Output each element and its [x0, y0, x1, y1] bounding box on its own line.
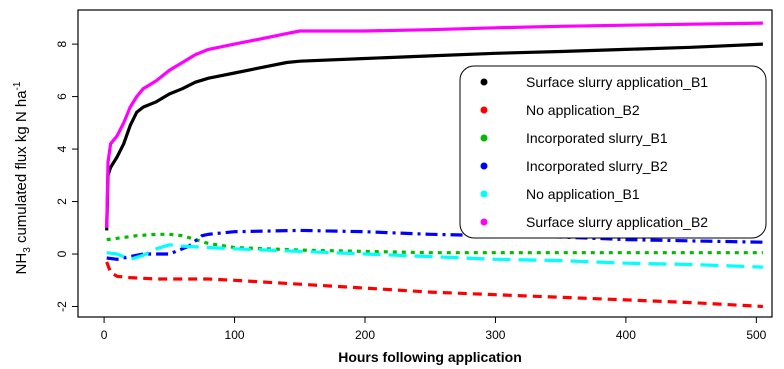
- x-axis: 0 100 200 300 400 500: [101, 317, 767, 342]
- legend-label-3: Incorporated slurry_B1: [526, 130, 668, 146]
- plot-frame-layer: [77, 9, 773, 318]
- y-tick-label: 2: [55, 198, 69, 205]
- y-axis-title-pre: NH: [13, 253, 30, 275]
- legend-label-6: Surface slurry application_B2: [526, 214, 708, 230]
- legend-marker-3: [480, 134, 488, 142]
- y-axis-title-mid: cumulated flux kg N ha: [13, 90, 30, 247]
- series-line-5: [106, 243, 763, 269]
- x-tick-label: 0: [101, 328, 108, 342]
- legend-marker-1: [480, 78, 488, 86]
- x-tick-label: 500: [746, 328, 766, 342]
- x-tick-label: 300: [485, 328, 505, 342]
- y-axis-title: NH3 cumulated flux kg N ha-1: [12, 81, 33, 274]
- y-tick-label: 6: [55, 93, 69, 100]
- legend-marker-6: [480, 218, 488, 226]
- x-tick-label: 400: [616, 328, 636, 342]
- legend-marker-4: [480, 162, 488, 170]
- series-layer: [105, 21, 763, 309]
- legend-label-1: Surface slurry application_B1: [526, 74, 708, 90]
- y-axis: -2 0 2 4 6 8: [55, 40, 78, 312]
- x-axis-title: Hours following application: [338, 349, 522, 365]
- legend-label-2: No application_B2: [526, 102, 640, 118]
- y-axis-title-sup: -1: [12, 81, 23, 90]
- legend-label-5: No application_B1: [526, 186, 640, 202]
- y-tick-label: 0: [55, 250, 69, 257]
- legend-label-4: Incorporated slurry_B2: [526, 158, 668, 174]
- y-tick-label: 8: [55, 40, 69, 47]
- y-tick-label: -2: [55, 301, 69, 312]
- y-axis-title-sub: 3: [22, 247, 33, 253]
- plot-frame: [77, 9, 773, 318]
- series-line-2: [105, 261, 763, 309]
- series-line-1: [105, 42, 763, 231]
- legend-box: [459, 65, 767, 239]
- legend-marker-2: [480, 106, 488, 114]
- y-tick-label: 4: [55, 145, 69, 152]
- legend-marker-5: [480, 190, 488, 198]
- series-line-6: [105, 21, 763, 228]
- series-line-3: [106, 232, 763, 255]
- legend: Surface slurry application_B1 No applicat…: [459, 65, 767, 239]
- x-tick-label: 200: [355, 328, 375, 342]
- x-tick-label: 100: [225, 328, 245, 342]
